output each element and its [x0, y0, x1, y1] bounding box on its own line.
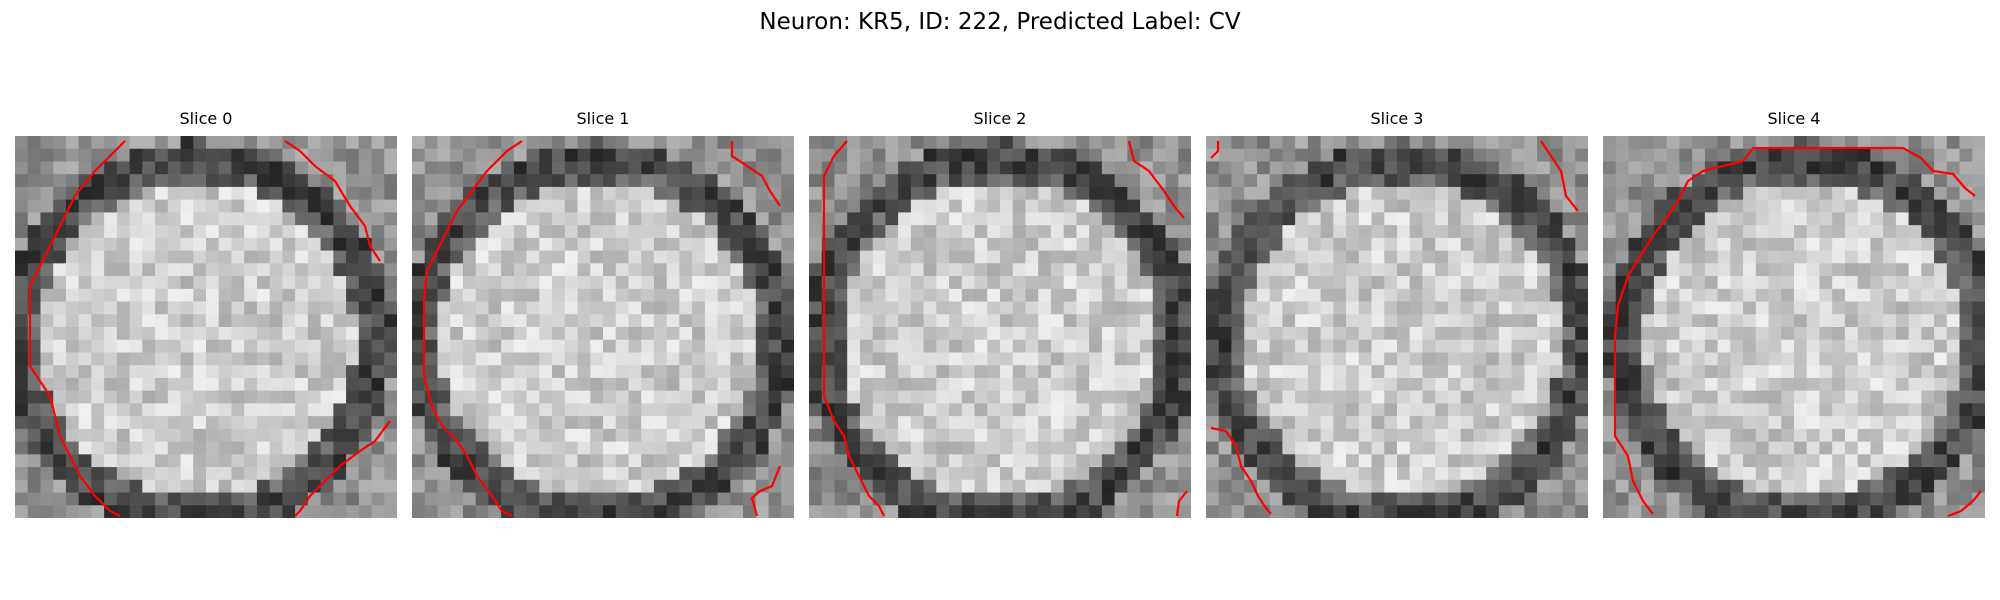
slice-title: Slice 4: [1767, 109, 1821, 128]
slice-image: [809, 136, 1191, 518]
contour-line: [28, 140, 126, 517]
slice-title: Slice 1: [576, 109, 630, 128]
slice-panel-2: Slice 2: [809, 108, 1191, 518]
slice-panel-3: Slice 3: [1206, 108, 1588, 518]
contour-line: [822, 140, 885, 517]
slice-panel-0: Slice 0: [15, 108, 397, 518]
contour-line: [422, 140, 523, 517]
contour-line: [730, 141, 781, 207]
slice-image: [412, 136, 794, 518]
contour-line: [294, 420, 391, 517]
contour-line: [1210, 141, 1220, 159]
contour-line: [750, 465, 782, 517]
slice-panel-1: Slice 1: [412, 108, 794, 518]
slice-panel-4: Slice 4: [1603, 108, 1985, 518]
slice-image: [15, 136, 397, 518]
slice-title: Slice 2: [973, 109, 1027, 128]
contour-line: [1210, 426, 1272, 515]
slice-image: [1206, 136, 1588, 518]
contour-line: [1613, 146, 1976, 515]
contour-line: [1947, 490, 1982, 518]
slice-title: Slice 3: [1370, 109, 1424, 128]
contour-line: [284, 140, 381, 262]
contour-line: [1175, 490, 1188, 517]
slice-title: Slice 0: [179, 109, 233, 128]
slice-image: [1603, 136, 1985, 518]
contour-line: [1540, 140, 1579, 212]
figure-title: Neuron: KR5, ID: 222, Predicted Label: C…: [759, 9, 1241, 35]
contour-line: [1127, 140, 1185, 219]
